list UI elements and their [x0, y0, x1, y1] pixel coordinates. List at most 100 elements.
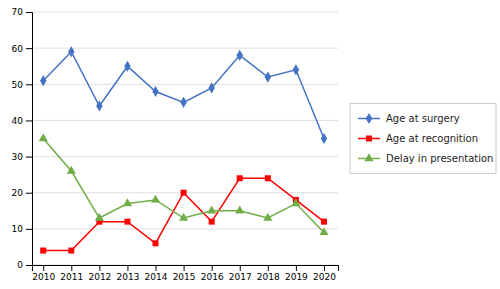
grid-line — [32, 84, 338, 85]
x-tick-mark — [324, 265, 325, 271]
point — [265, 175, 271, 181]
x-tick: 2014 — [145, 265, 168, 282]
grid-line — [32, 12, 338, 13]
legend-item: Age at recognition — [358, 133, 478, 144]
legend-label: Age at surgery — [386, 113, 460, 124]
legend-item: Delay in presentation — [358, 153, 493, 164]
x-tick: 2020 — [313, 265, 336, 282]
point — [179, 213, 188, 221]
legend-marker — [366, 136, 372, 142]
x-tick-mark — [212, 265, 213, 271]
point — [123, 198, 132, 206]
point — [265, 71, 271, 82]
x-tick: 2013 — [116, 265, 139, 282]
point — [152, 86, 158, 97]
point — [263, 213, 272, 221]
x-tick: 2012 — [88, 265, 111, 282]
point — [207, 206, 216, 214]
y-tick-label: 40 — [12, 116, 24, 126]
point — [153, 240, 159, 246]
series — [40, 175, 327, 253]
grid-line — [32, 48, 338, 49]
series — [40, 46, 327, 144]
y-tick-label: 20 — [12, 188, 24, 198]
x-tick-label: 2012 — [88, 272, 111, 282]
grid-line — [32, 156, 338, 157]
point — [151, 195, 160, 203]
x-tick: 2018 — [257, 265, 280, 282]
legend: Age at surgery Age at recognition Delay in… — [350, 104, 496, 174]
y-tick-label: 50 — [12, 80, 24, 90]
x-tick-label: 2019 — [285, 272, 308, 282]
chart: 2010201120122013201420152016201720182019… — [0, 0, 500, 289]
y-tick-label: 60 — [12, 44, 24, 54]
legend-item: Age at surgery — [358, 113, 460, 124]
x-tick: 2011 — [60, 265, 83, 282]
legend-marker — [364, 153, 373, 161]
y-tick: 0 — [17, 260, 32, 270]
line — [43, 52, 324, 139]
line — [43, 139, 324, 233]
x-axis-line — [33, 266, 339, 272]
grid-line — [32, 228, 338, 229]
legend-label: Age at recognition — [386, 133, 478, 144]
legend-label: Delay in presentation — [386, 153, 493, 164]
x-tick: 2017 — [229, 265, 252, 282]
point — [181, 190, 187, 196]
y-tick: 40 — [12, 116, 32, 126]
y-tick-label: 70 — [12, 7, 24, 17]
y-tick-mark — [26, 265, 32, 266]
point — [291, 198, 300, 206]
point — [180, 97, 186, 108]
point — [208, 82, 214, 93]
y-tick: 30 — [12, 152, 32, 162]
legend-frame — [350, 104, 496, 174]
y-tick-mark — [26, 84, 32, 85]
point — [237, 50, 243, 61]
y-tick-mark — [26, 120, 32, 121]
x-tick-label: 2016 — [201, 272, 224, 282]
x-tick-mark — [71, 265, 72, 271]
x-tick-label: 2010 — [32, 272, 55, 282]
point — [235, 206, 244, 214]
x-tick-mark — [43, 265, 44, 271]
grid-line — [32, 120, 338, 121]
y-tick: 20 — [12, 188, 32, 198]
point — [68, 46, 74, 57]
point — [68, 248, 74, 254]
y-axis-line — [26, 13, 33, 266]
point — [124, 61, 130, 72]
point — [40, 75, 46, 86]
y-tick-mark — [26, 229, 32, 230]
point — [96, 100, 102, 111]
x-tick-mark — [296, 265, 297, 271]
point — [237, 175, 243, 181]
x-tick-mark — [99, 265, 100, 271]
line — [43, 178, 324, 250]
point — [321, 133, 327, 144]
y-tick-mark — [26, 48, 32, 49]
grid — [32, 12, 338, 265]
x-tick-mark — [240, 265, 241, 271]
x-tick-label: 2015 — [173, 272, 196, 282]
point — [95, 213, 104, 221]
point — [293, 64, 299, 75]
x-tick-label: 2020 — [313, 272, 336, 282]
x-tick-mark — [268, 265, 269, 271]
legend-marker — [366, 113, 372, 124]
point — [124, 219, 130, 225]
y-tick: 70 — [12, 7, 32, 17]
x-tick: 2019 — [285, 265, 308, 282]
x-tick-mark — [156, 265, 157, 271]
x-tick-mark — [127, 265, 128, 271]
x-tick-label: 2011 — [60, 272, 83, 282]
y-tick-label: 10 — [12, 224, 24, 234]
x-tick-label: 2014 — [145, 272, 168, 282]
point — [39, 133, 48, 141]
x-tick-label: 2013 — [116, 272, 139, 282]
point — [321, 219, 327, 225]
y-tick-mark — [26, 193, 32, 194]
y-tick: 60 — [12, 44, 32, 54]
y-tick: 10 — [12, 224, 32, 234]
point — [209, 219, 215, 225]
